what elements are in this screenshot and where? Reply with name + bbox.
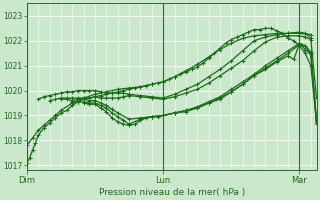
- X-axis label: Pression niveau de la mer( hPa ): Pression niveau de la mer( hPa ): [99, 188, 245, 197]
